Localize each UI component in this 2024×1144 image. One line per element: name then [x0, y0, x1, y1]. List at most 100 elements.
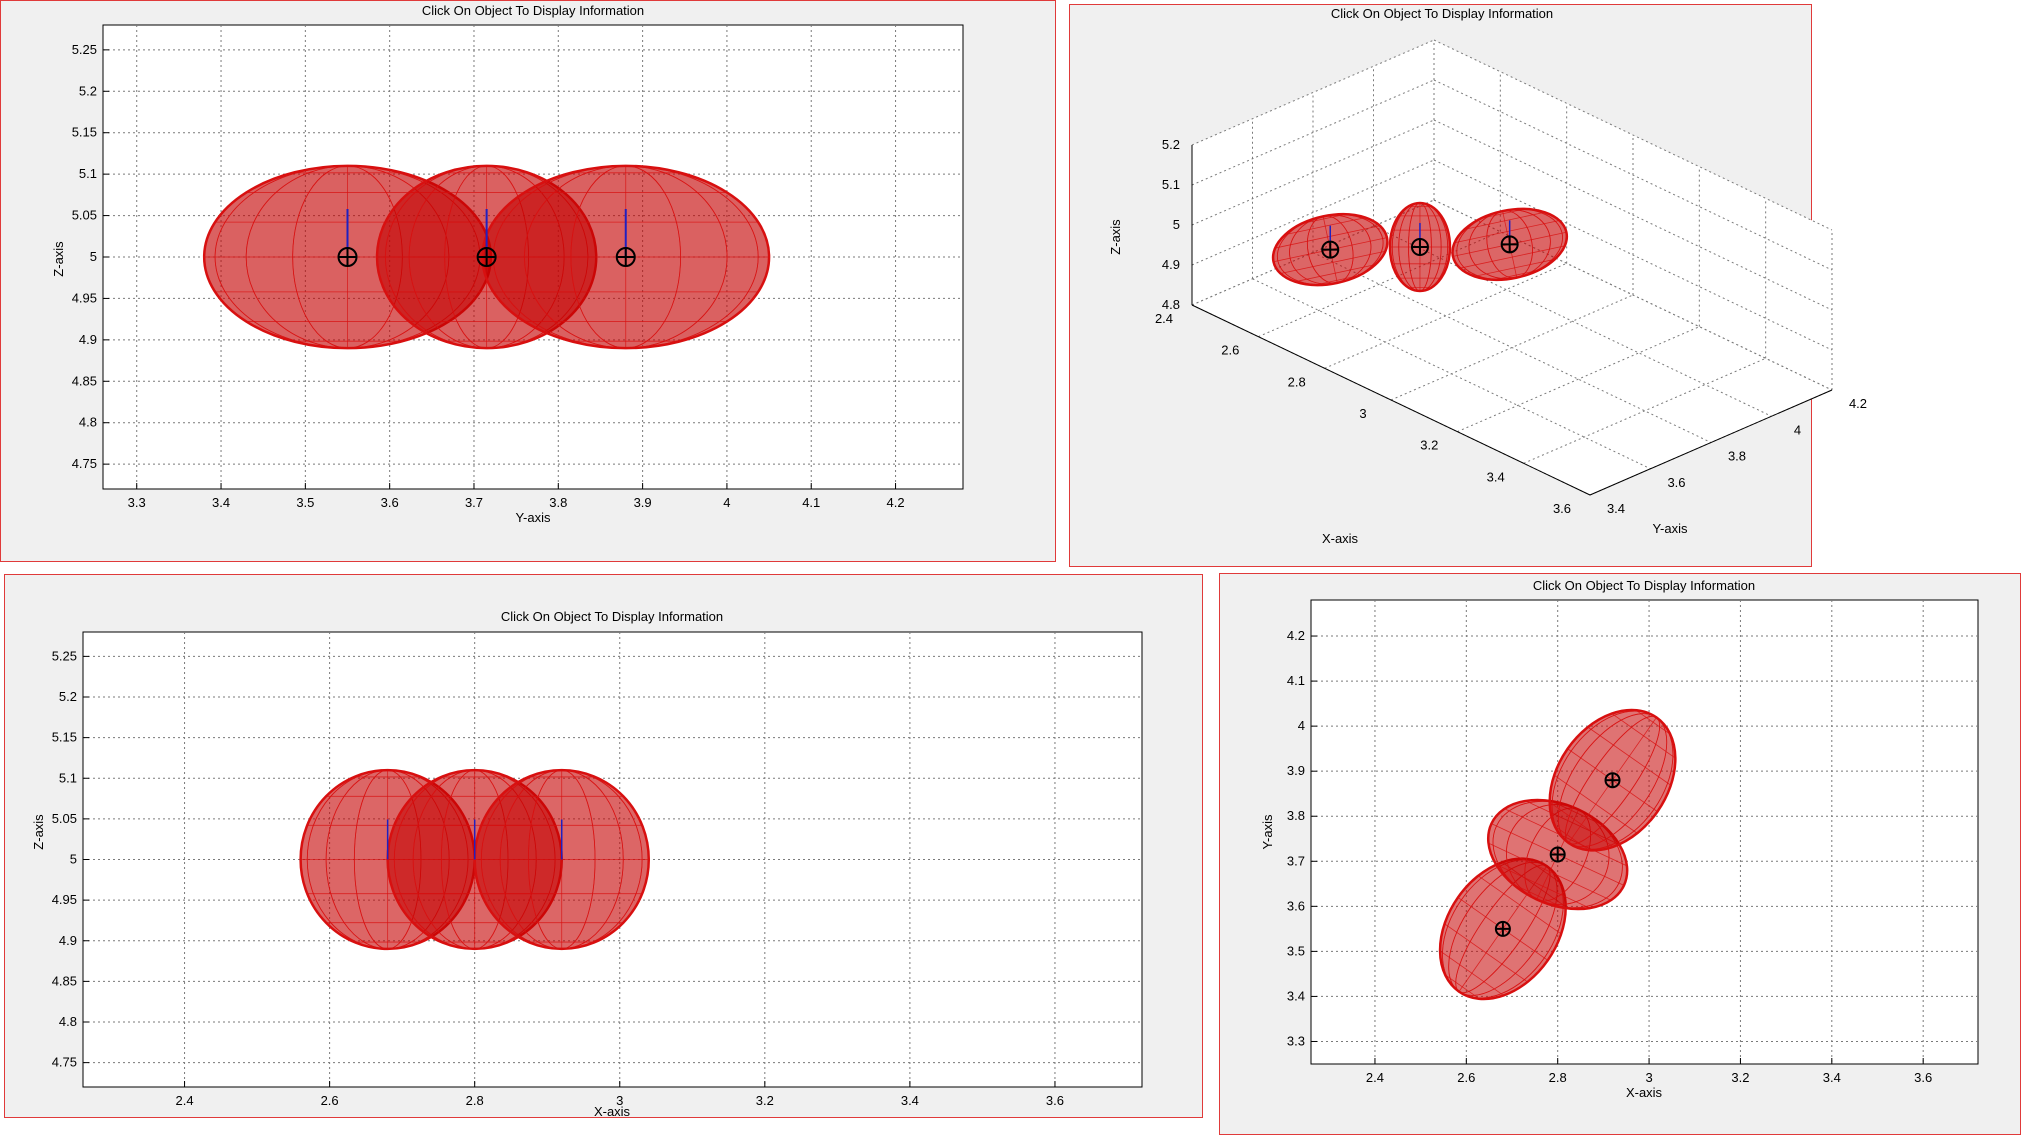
y-tick-label: 4.9 [79, 332, 97, 347]
y-tick-label: 5.05 [72, 208, 97, 223]
x-tick-label: 3.4 [901, 1093, 919, 1108]
chart-3d-view[interactable]: 2.4 2.6 2.8 3 3.2 3.4 3.6 3.4 3.6 3.8 4 4.2 4.8 4.9 5 5… [1070, 5, 1867, 568]
floor-grid-x [1523, 357, 1766, 464]
x-tick-label: 2.6 [321, 1093, 339, 1108]
x-tick-label: 3.9 [634, 495, 652, 510]
y-tick-label: 5.25 [52, 648, 77, 663]
ellipsoid-parallel [1464, 211, 1545, 230]
chart-title: Click On Object To Display Information [422, 3, 644, 18]
y-tick-label: 5 [90, 249, 97, 264]
y-tick-label: 3.8 [1728, 449, 1746, 464]
x-tick-label: 2.4 [1366, 1070, 1384, 1085]
ellipsoid-parallel [1587, 726, 1672, 786]
x-tick-label: 2.4 [176, 1093, 194, 1108]
y-tick-label: 4.8 [59, 1014, 77, 1029]
x-tick-label: 3.4 [1487, 469, 1505, 484]
x-tick-label: 3.4 [1823, 1070, 1841, 1085]
axis-edge [1589, 389, 1833, 496]
wall-grid-z [1433, 159, 1833, 351]
z-tick-label: 4.9 [1162, 257, 1180, 272]
y-tick-label: 4.2 [1849, 396, 1867, 411]
y-tick-label: 4.1 [1287, 673, 1305, 688]
panel-top-view: 2.4 2.6 2.8 3 3.2 3.4 3.6 3.3 3.4 3.5 3.6 3.7 3.8 3.9… [1219, 573, 2021, 1135]
y-tick-label: 3.9 [1287, 763, 1305, 778]
y-tick-label: 5.15 [72, 125, 97, 140]
wall-grid-z [1191, 79, 1435, 186]
plot-area [1311, 600, 1978, 1064]
x-tick-label: 3.4 [212, 495, 230, 510]
panel-front-view: 3.3 3.4 3.5 3.6 3.7 3.8 3.9 4 4.1 4.2 4.75 4.8 4.85 4… [0, 0, 1056, 562]
chart-front-view[interactable]: 3.3 3.4 3.5 3.6 3.7 3.8 3.9 4 4.1 4.2 4.75 4.8 4.85 4… [1, 1, 1057, 563]
wall-grid-z [1433, 119, 1833, 311]
panel-side-view: 2.4 2.6 2.8 3 3.2 3.4 3.6 4.75 4.8 4.85 4.9 4.95 5 5.… [4, 574, 1204, 1119]
chart-top-view[interactable]: 2.4 2.6 2.8 3 3.2 3.4 3.6 3.3 3.4 3.5 3.6 3.7 3.8 3.9… [1220, 574, 2022, 1136]
ellipsoid-parallel [1275, 225, 1381, 249]
z-tick-label: 5 [1173, 217, 1180, 232]
y-tick-label: 4.8 [79, 415, 97, 430]
y-axis-label: Z-axis [51, 241, 66, 277]
y-axis-label: Y-axis [1260, 814, 1275, 849]
y-tick-label: 5.05 [52, 811, 77, 826]
chart-title: Click On Object To Display Information [1331, 6, 1553, 21]
ellipsoid-parallel [1314, 275, 1359, 286]
x-tick-label: 3.2 [1420, 438, 1438, 453]
z-tick-label: 4.8 [1162, 297, 1180, 312]
x-axis-label: X-axis [1626, 1085, 1663, 1100]
floor-grid-x [1258, 231, 1501, 338]
y-tick-label: 5.1 [79, 166, 97, 181]
ellipsoid-parallel [1494, 270, 1538, 281]
y-tick-label: 4 [1298, 718, 1305, 733]
x-tick-label: 3.8 [549, 495, 567, 510]
z-tick-label: 5.1 [1162, 177, 1180, 192]
ellipsoid-parallel [1285, 217, 1366, 236]
ellipsoid-parallel [1495, 864, 1590, 909]
x-tick-label: 2.6 [1221, 343, 1239, 358]
y-tick-label: 5.15 [52, 730, 77, 745]
ellipsoid-parallel [1553, 774, 1638, 834]
y-tick-label: 5.2 [59, 689, 77, 704]
x-tick-label: 3 [1359, 406, 1366, 421]
floor-grid-x [1457, 326, 1700, 433]
y-tick-label: 3.5 [1287, 943, 1305, 958]
ellipsoid-parallel [1512, 883, 1564, 909]
x-tick-label: 3.6 [381, 495, 399, 510]
x-tick-label: 3.6 [1914, 1070, 1932, 1085]
ellipsoid-parallel [1549, 801, 1614, 848]
floor-grid-y [1373, 225, 1772, 417]
y-tick-label: 4.2 [1287, 628, 1305, 643]
panel-3d-view: 2.4 2.6 2.8 3 3.2 3.4 3.6 3.4 3.6 3.8 4 4.2 4.8 4.9 5 5… [1069, 4, 1867, 568]
chart-title: Click On Object To Display Information [1533, 578, 1755, 593]
ellipsoid-parallel [1481, 208, 1525, 219]
ellipsoid-parallel [1280, 250, 1386, 274]
axis-edge [1191, 304, 1591, 496]
wall-grid-z [1433, 79, 1833, 271]
x-axis-label: X-axis [1322, 531, 1359, 546]
floor-grid-y [1312, 252, 1712, 443]
x-axis-label: Y-axis [516, 510, 551, 525]
y-tick-label: 5.1 [59, 770, 77, 785]
y-tick-label: 4.75 [72, 456, 97, 471]
x-tick-label: 3.2 [1731, 1070, 1749, 1085]
ellipsoid-parallel [1459, 245, 1565, 269]
x-tick-label: 3.6 [1553, 501, 1571, 516]
floor-grid-x [1324, 262, 1567, 369]
wall-grid-z [1191, 119, 1435, 226]
ellipsoid-parallel [1295, 264, 1376, 283]
x-tick-label: 3.7 [465, 495, 483, 510]
x-tick-label: 4.2 [887, 495, 905, 510]
chart-side-view[interactable]: 2.4 2.6 2.8 3 3.2 3.4 3.6 4.75 4.8 4.85 4.9 4.95 5 5.… [5, 575, 1204, 1119]
ellipsoid-parallel [1488, 842, 1612, 901]
wall-grid-z [1191, 39, 1435, 146]
ellipsoid-parallel [1611, 713, 1676, 759]
ellipsoid-parallel [1554, 825, 1590, 851]
ellipsoid-parallel [1439, 950, 1504, 996]
z-tick-label: 5.2 [1162, 137, 1180, 152]
ellipsoid-parallel [1474, 258, 1555, 277]
y-tick-label: 4.95 [52, 892, 77, 907]
ellipsoid-parallel [1477, 875, 1562, 935]
x-tick-label: 4 [723, 495, 730, 510]
ellipsoid-parallel [1444, 923, 1528, 983]
x-tick-label: 2.4 [1155, 311, 1173, 326]
ellipsoid-parallel [1301, 213, 1346, 224]
y-tick-label: 3.4 [1287, 988, 1305, 1003]
